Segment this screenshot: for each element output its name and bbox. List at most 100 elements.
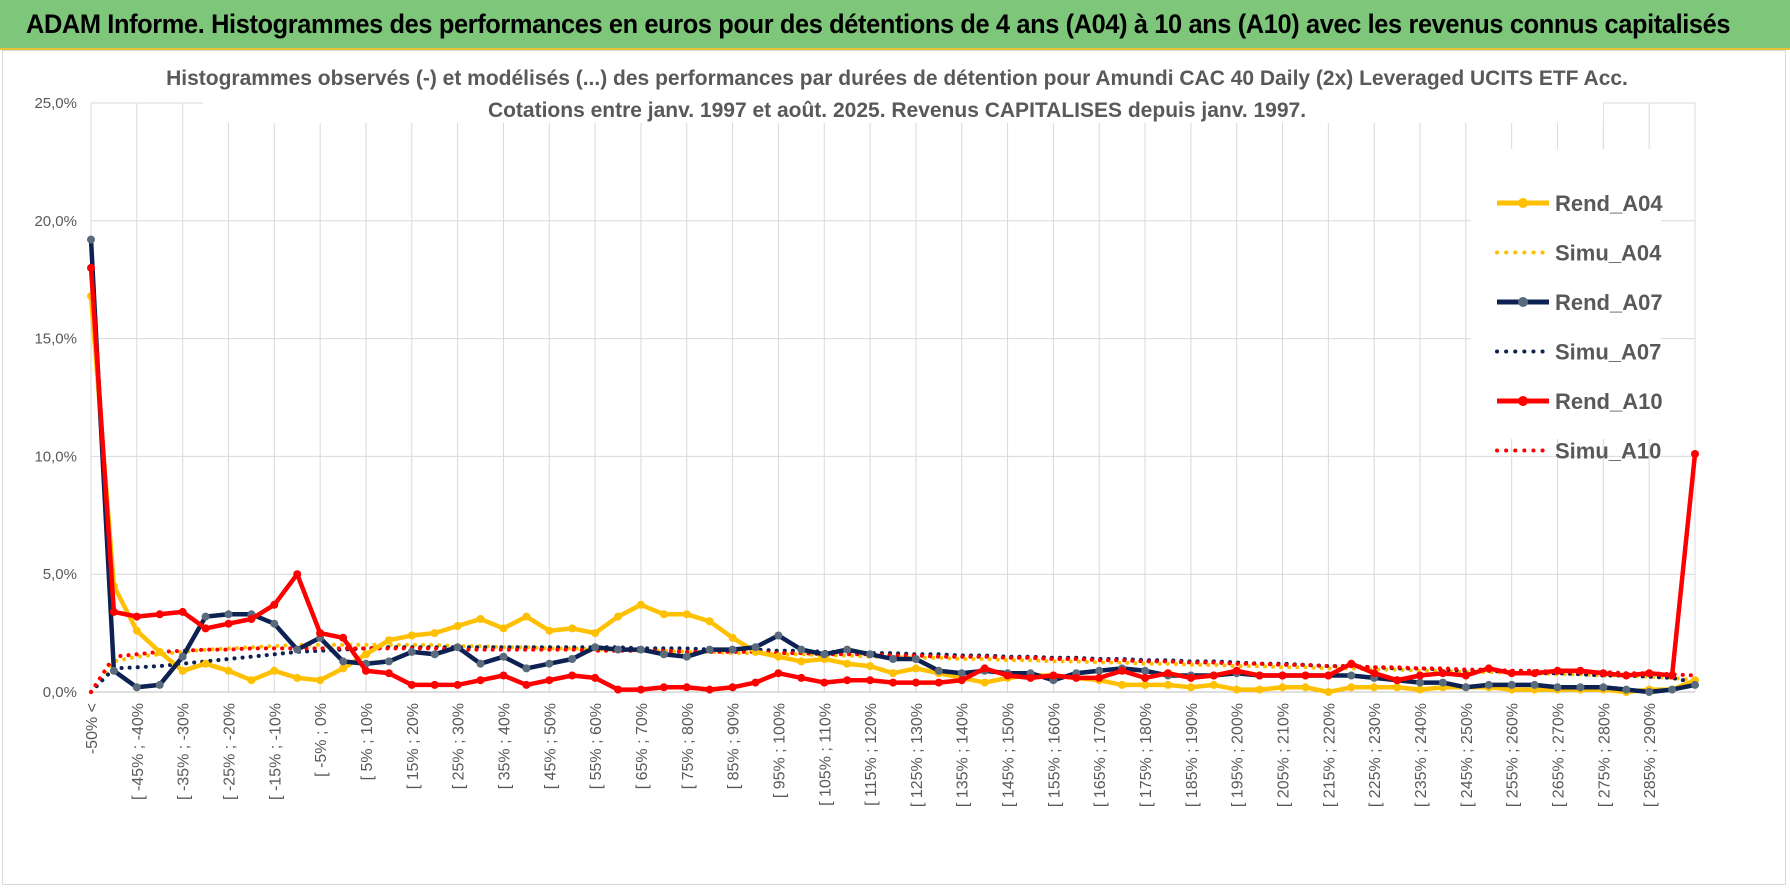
data-point-rend-a07	[614, 645, 622, 654]
data-point-rend-a10	[889, 678, 897, 687]
series-line-rend-a04	[88, 296, 1696, 695]
y-tick-label: 25,0%	[34, 95, 77, 112]
data-point-rend-a10	[866, 676, 875, 685]
x-tick-label: [ 125% ; 130%	[909, 703, 926, 807]
data-point-rend-a10	[820, 678, 829, 687]
data-point-rend-a07	[705, 645, 714, 654]
legend-label: Simu_A10	[1555, 439, 1661, 464]
legend-marker	[1518, 297, 1528, 307]
x-tick-label: [ 255% ; 260%	[1505, 703, 1522, 807]
data-point-rend-a07	[1530, 680, 1539, 689]
data-point-rend-a04	[1278, 683, 1287, 692]
data-point-rend-a10	[1668, 671, 1677, 680]
x-tick-label: [ 95% ; 100%	[771, 703, 788, 798]
data-point-rend-a10	[453, 680, 462, 689]
data-point-rend-a04	[636, 600, 645, 609]
data-point-rend-a07	[682, 652, 691, 661]
legend-marker	[1518, 396, 1528, 406]
data-point-rend-a10	[407, 680, 416, 689]
data-point-rend-a10	[1072, 673, 1081, 682]
y-tick-label: 20,0%	[34, 213, 77, 230]
x-axis: -50% < [ -45% ; -40% [ -35% ; -30% [ -25% ;…	[84, 691, 1695, 807]
data-point-rend-a10	[797, 673, 806, 682]
data-point-rend-a04	[591, 629, 600, 638]
data-point-rend-a07	[751, 643, 760, 652]
data-point-rend-a07	[476, 659, 485, 668]
data-point-rend-a10	[247, 615, 256, 623]
legend-label: Simu_A04	[1555, 241, 1662, 266]
data-point-rend-a04	[132, 626, 141, 635]
x-tick-label: [ 285% ; 290%	[1642, 703, 1659, 807]
x-tick-label: [ 55% ; 60%	[588, 703, 605, 789]
data-point-rend-a10	[476, 676, 485, 685]
data-point-rend-a07	[270, 619, 279, 628]
legend-background	[1471, 149, 1661, 439]
data-point-rend-a07	[1507, 680, 1516, 689]
chart-frame: 0,0% 5,0% 10,0% 15,0% 20,0% 25,0% -50% < [ -45…	[2, 50, 1786, 885]
data-point-rend-a04	[1232, 685, 1241, 694]
data-point-rend-a10	[705, 685, 714, 694]
data-point-rend-a10	[201, 624, 210, 633]
data-point-rend-a07	[1347, 671, 1356, 680]
data-point-rend-a07	[636, 645, 645, 654]
data-point-rend-a07	[843, 645, 852, 654]
data-point-rend-a10	[522, 680, 531, 689]
data-point-rend-a07	[1484, 680, 1493, 689]
data-point-rend-a07	[659, 650, 668, 659]
data-point-rend-a10	[1438, 669, 1447, 678]
x-tick-label: [ 85% ; 90%	[726, 703, 743, 789]
data-point-rend-a04	[384, 636, 393, 645]
data-point-rend-a10	[934, 678, 943, 687]
data-point-rend-a10	[1049, 671, 1058, 680]
data-point-rend-a10	[1645, 669, 1654, 678]
x-tick-label: [ 5% ; 10%	[359, 703, 376, 780]
y-tick-label: 15,0%	[34, 331, 77, 348]
data-point-rend-a07	[522, 664, 531, 673]
data-point-rend-a10	[1095, 673, 1104, 682]
y-tick-label: 5,0%	[43, 566, 77, 583]
data-point-rend-a07	[1645, 688, 1654, 696]
x-tick-label: [ 135% ; 140%	[955, 703, 972, 807]
x-tick-label: [ 115% ; 120%	[863, 703, 880, 806]
data-point-rend-a10	[384, 669, 393, 678]
data-point-rend-a04	[568, 624, 577, 633]
data-point-rend-a07	[866, 650, 875, 659]
x-tick-label: [ 195% ; 200%	[1230, 703, 1247, 807]
data-point-rend-a04	[1141, 680, 1150, 689]
data-point-rend-a07	[1553, 683, 1562, 692]
data-point-rend-a10	[87, 263, 95, 272]
data-point-rend-a07	[545, 659, 554, 668]
data-point-rend-a10	[109, 607, 118, 616]
data-point-rend-a07	[132, 683, 141, 692]
data-point-rend-a10	[980, 664, 989, 673]
data-point-rend-a10	[1530, 669, 1539, 678]
x-tick-label: [ 175% ; 180%	[1138, 703, 1155, 807]
x-tick-label: [ 165% ; 170%	[1092, 703, 1109, 807]
x-tick-label: [ 65% ; 70%	[634, 703, 651, 789]
data-point-rend-a10	[1416, 671, 1424, 680]
chart-title: Histogrammes observés (-) et modélisés (…	[166, 67, 1628, 90]
report-title: ADAM Informe. Histogrammes des performan…	[26, 9, 1731, 39]
data-point-rend-a04	[499, 624, 508, 633]
data-point-rend-a07	[797, 645, 806, 654]
x-tick-label: [ -35% ; -30%	[176, 703, 193, 800]
data-point-rend-a10	[339, 633, 348, 642]
data-point-rend-a07	[1141, 666, 1150, 675]
data-point-rend-a07	[1622, 685, 1631, 694]
data-point-rend-a07	[591, 643, 600, 652]
data-point-rend-a04	[911, 664, 920, 673]
data-point-rend-a10	[1164, 669, 1172, 678]
data-point-rend-a10	[591, 673, 600, 682]
x-tick-label: [ 245% ; 250%	[1459, 703, 1476, 807]
data-point-rend-a04	[201, 659, 210, 668]
legend-label: Rend_A07	[1555, 290, 1663, 315]
data-point-rend-a10	[1461, 671, 1470, 680]
data-point-rend-a04	[407, 631, 416, 640]
x-tick-label: [ 45% ; 50%	[542, 703, 559, 789]
data-point-rend-a07	[293, 645, 302, 654]
data-point-rend-a10	[568, 671, 577, 680]
data-point-rend-a04	[614, 612, 622, 621]
data-point-rend-a10	[1484, 664, 1493, 673]
gridlines	[90, 102, 1696, 693]
data-point-rend-a07	[201, 612, 210, 621]
